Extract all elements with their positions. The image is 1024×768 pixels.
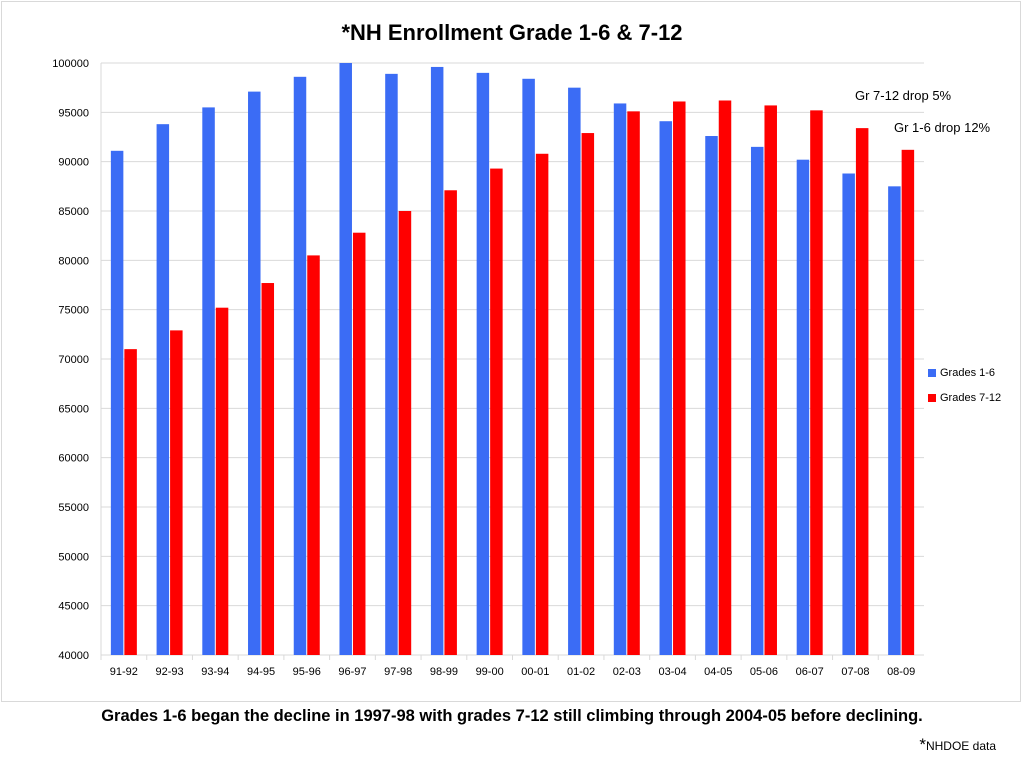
bar-grades-1-6 (248, 91, 261, 655)
bar-grades-7-12 (627, 111, 640, 655)
y-tick-label: 80000 (58, 255, 89, 267)
bar-grades-1-6 (385, 73, 398, 655)
chart-title: *NH Enrollment Grade 1-6 & 7-12 (341, 20, 683, 45)
y-tick-label: 55000 (58, 502, 89, 514)
bar-grades-7-12 (490, 168, 503, 655)
x-tick-label: 04-05 (704, 666, 732, 678)
y-tick-label: 100000 (52, 58, 89, 70)
y-tick-label: 70000 (58, 354, 89, 366)
bar-grades-1-6 (659, 121, 673, 656)
chart-legend: Grades 1-6 Grades 7-12 (928, 360, 1001, 410)
y-tick-label: 45000 (58, 601, 89, 613)
x-tick-label: 96-97 (338, 666, 366, 678)
bar-grades-1-6 (156, 124, 170, 655)
source-star: * (919, 735, 926, 754)
y-tick-label: 95000 (58, 107, 89, 119)
y-tick-label: 60000 (58, 453, 89, 465)
bar-grades-7-12 (444, 190, 457, 655)
annotation-grades-7-12-drop: Gr 7-12 drop 5% (855, 88, 952, 103)
x-tick-label: 98-99 (430, 666, 458, 678)
bar-grades-1-6 (705, 136, 718, 656)
x-tick-label: 94-95 (247, 666, 275, 678)
bar-grades-1-6 (202, 107, 215, 655)
bar-grades-7-12 (215, 307, 229, 655)
annotation-grades-1-6-drop: Gr 1-6 drop 12% (894, 120, 991, 135)
bar-grades-1-6 (613, 103, 627, 656)
x-tick-label: 07-08 (841, 666, 869, 678)
bar-grades-1-6 (796, 159, 810, 655)
bar-grades-1-6 (339, 63, 352, 655)
x-tick-label: 02-03 (613, 666, 641, 678)
legend-swatch-grades-7-12 (928, 393, 936, 402)
bar-grades-1-6 (750, 146, 764, 655)
bar-grades-1-6 (110, 150, 124, 655)
legend-label-grades-7-12: Grades 7-12 (940, 391, 1002, 404)
source-note: *NHDOE data (919, 735, 996, 755)
bar-grades-1-6 (293, 76, 307, 655)
bar-grades-7-12 (535, 153, 549, 656)
x-tick-label: 99-00 (476, 666, 504, 678)
x-tick-label: 08-09 (887, 666, 915, 678)
x-tick-label: 97-98 (384, 666, 412, 678)
x-tick-label: 06-07 (796, 666, 824, 678)
y-tick-label: 75000 (58, 305, 89, 317)
y-tick-label: 50000 (58, 551, 89, 563)
bar-chart: 40000 45000 50000 55000 60000 65000 70000 75000… (52, 58, 924, 678)
x-tick-label: 92-93 (156, 666, 184, 678)
x-tick-label: 95-96 (293, 666, 321, 678)
x-tick-label: 01-02 (567, 666, 595, 678)
bar-grades-7-12 (307, 255, 320, 655)
legend-item-grades-1-6: Grades 1-6 (928, 360, 1001, 385)
source-text: NHDOE data (925, 739, 996, 753)
bar-grades-7-12 (581, 133, 595, 655)
bar-grades-1-6 (842, 173, 855, 656)
x-tick-label: 93-94 (201, 666, 229, 678)
bar-grades-7-12 (261, 283, 275, 655)
bar-grades-7-12 (352, 232, 366, 655)
bar-grades-7-12 (398, 211, 412, 655)
bar-grades-1-6 (430, 66, 444, 656)
bar-grades-7-12 (124, 349, 137, 655)
bar-grades-7-12 (673, 101, 686, 656)
legend-swatch-grades-1-6 (928, 368, 936, 377)
x-tick-label: 91-92 (110, 666, 138, 678)
x-tick-label: 00-01 (521, 666, 549, 678)
y-tick-label: 90000 (58, 157, 89, 169)
chart-frame (1, 1, 1021, 702)
bar-grades-7-12 (764, 105, 777, 656)
bar-grades-7-12 (810, 110, 823, 656)
bar-grades-1-6 (888, 186, 901, 656)
bar-grades-7-12 (170, 330, 183, 655)
legend-item-grades-7-12: Grades 7-12 (928, 385, 1001, 410)
bar-grades-7-12 (901, 149, 915, 655)
bar-grades-1-6 (568, 87, 581, 655)
y-tick-label: 65000 (58, 403, 89, 415)
y-tick-label: 85000 (58, 206, 89, 218)
x-tick-label: 05-06 (750, 666, 778, 678)
chart-caption: Grades 1-6 began the decline in 1997-98 … (101, 707, 923, 725)
bar-grades-1-6 (476, 72, 490, 655)
legend-label-grades-1-6: Grades 1-6 (940, 366, 996, 379)
bar-grades-1-6 (522, 78, 535, 655)
x-tick-label: 03-04 (658, 666, 686, 678)
y-tick-label: 40000 (58, 650, 89, 662)
bar-grades-7-12 (718, 100, 732, 655)
bar-grades-7-12 (855, 128, 869, 655)
